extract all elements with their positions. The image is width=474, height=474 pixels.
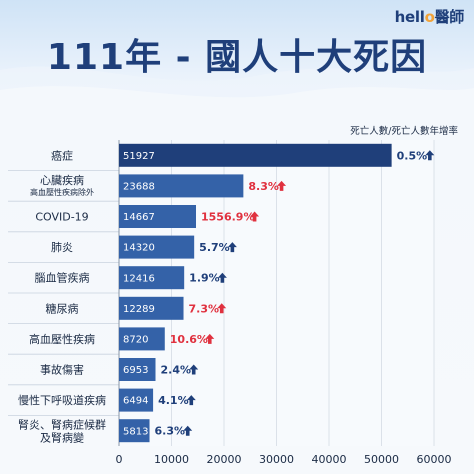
bar <box>119 388 154 412</box>
bar-value-label: 5813 <box>123 426 148 437</box>
category-sublabel: 高血壓性疾病除外 <box>30 187 94 197</box>
up-arrow-icon <box>183 425 193 436</box>
category-label: 事故傷害 <box>40 363 84 377</box>
page-title: 111年 - 國人十大死因 <box>46 37 428 78</box>
growth-label: 1.9% <box>189 272 220 285</box>
bar <box>119 358 156 381</box>
x-tick-label: 60000 <box>417 453 452 466</box>
x-tick-label: 20000 <box>207 453 242 466</box>
grid-layer <box>8 140 435 446</box>
bar-value-label: 14320 <box>123 243 155 254</box>
category-label: 癌症 <box>51 148 73 162</box>
up-arrow-icon <box>189 364 199 375</box>
up-arrow-icon <box>277 180 287 191</box>
category-sublabel: 及腎病變 <box>40 431 84 445</box>
category-label: 糖尿病 <box>46 301 79 315</box>
growth-label: 1556.9% <box>201 211 254 224</box>
x-tick-label: 0 <box>116 453 123 466</box>
x-axis: 0 10000 20000 30000 40000 50000 60000 <box>116 453 452 466</box>
growth-label: 8.3% <box>248 180 279 193</box>
growth-label: 0.5% <box>397 149 428 162</box>
x-tick-label: 10000 <box>154 453 189 466</box>
growth-label: 2.4% <box>161 364 192 377</box>
growth-label: 7.3% <box>189 302 220 315</box>
up-arrow-icon <box>217 272 227 283</box>
category-label: 慢性下呼吸道疾病 <box>18 393 106 407</box>
bar-value-label: 23688 <box>123 182 155 193</box>
bar <box>119 327 165 351</box>
bar-value-label: 12416 <box>123 273 155 284</box>
bar <box>119 419 150 443</box>
bar <box>119 143 392 167</box>
up-arrow-icon <box>250 211 260 222</box>
brand-logo: hello醫師 <box>394 8 465 26</box>
up-arrow-icon <box>217 303 227 314</box>
up-arrow-icon <box>205 333 215 344</box>
chart-subtitle: 死亡人數/死亡人數年增率 <box>350 126 458 137</box>
category-label: 心臟疾病 <box>40 173 84 187</box>
bar-value-label: 8720 <box>123 335 148 346</box>
category-label: COVID-19 <box>35 211 88 224</box>
growth-label: 5.7% <box>199 241 230 254</box>
x-tick-label: 30000 <box>259 453 294 466</box>
bars-layer <box>119 143 392 443</box>
x-tick-label: 50000 <box>364 453 399 466</box>
up-arrow-icon <box>425 150 435 161</box>
category-label: 腦血管疾病 <box>35 271 90 285</box>
bar-value-label: 51927 <box>123 151 155 162</box>
category-label: 腎炎、腎病症候群 <box>18 418 106 432</box>
bar <box>119 174 244 198</box>
category-label: 高血壓性疾病 <box>29 332 95 346</box>
up-arrow-icon <box>227 242 237 253</box>
category-label: 肺炎 <box>51 241 73 254</box>
bar-value-label: 6953 <box>123 365 148 376</box>
bar <box>119 205 197 228</box>
growth-label: 10.6% <box>170 333 208 346</box>
bar <box>119 296 184 320</box>
bar <box>119 266 185 290</box>
bar <box>119 235 195 259</box>
growth-label: 4.1% <box>158 394 189 407</box>
bar-value-label: 6494 <box>123 396 148 407</box>
x-tick-label: 40000 <box>312 453 347 466</box>
growth-label: 6.3% <box>155 425 186 438</box>
bar-value-label: 14667 <box>123 212 155 223</box>
bar-value-label: 12289 <box>123 304 155 315</box>
up-arrow-icon <box>186 395 196 406</box>
